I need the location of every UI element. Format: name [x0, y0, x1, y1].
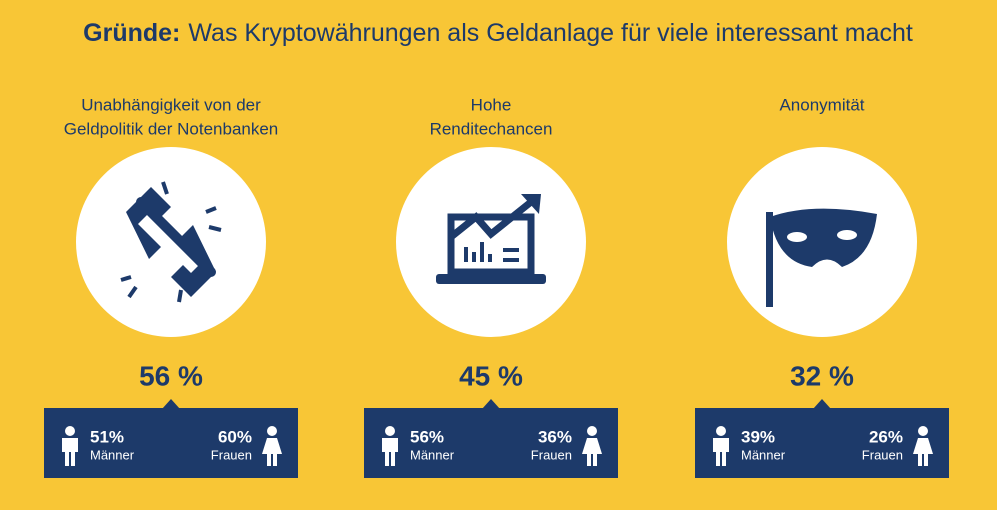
women-label: Frauen — [862, 447, 903, 462]
men-value: 51% — [90, 427, 124, 446]
icon-part — [787, 232, 807, 242]
icon — [766, 208, 877, 307]
person-head — [65, 426, 75, 436]
person-head — [385, 426, 395, 436]
icon-part — [120, 181, 222, 303]
icon-part — [766, 212, 773, 307]
reason-label: Renditechancen — [430, 119, 553, 138]
gender-box — [364, 408, 618, 478]
men-label: Männer — [410, 447, 455, 462]
women-label: Frauen — [211, 447, 252, 462]
person-body — [382, 438, 398, 466]
icon-part — [447, 213, 535, 276]
women-value: 26% — [869, 427, 903, 446]
person-body — [582, 438, 602, 466]
person-body — [713, 438, 729, 466]
icon-circle — [76, 147, 266, 337]
person-head — [267, 426, 277, 436]
person-body — [262, 438, 282, 466]
icon-part — [837, 230, 857, 240]
gender-box — [695, 408, 949, 478]
gender-box — [44, 408, 298, 478]
women-value: 36% — [538, 427, 572, 446]
icon-part — [464, 242, 519, 262]
box-pointer — [482, 399, 500, 409]
person-head — [716, 426, 726, 436]
box-pointer — [813, 399, 831, 409]
total-percent: 32 % — [790, 360, 854, 391]
person-body — [62, 438, 78, 466]
person-body — [913, 438, 933, 466]
reason-label: Unabhängigkeit von der — [81, 95, 261, 114]
total-percent: 45 % — [459, 360, 523, 391]
women-label: Frauen — [531, 447, 572, 462]
men-value: 39% — [741, 427, 775, 446]
men-value: 56% — [410, 427, 444, 446]
men-label: Männer — [90, 447, 135, 462]
reason-label: Hohe — [471, 95, 512, 114]
icon-part — [770, 208, 877, 267]
box-pointer — [162, 399, 180, 409]
icon — [120, 181, 222, 303]
reason-panel: Hohe Renditechancen 45 % 56%Männer 36%Frauen — [364, 95, 618, 478]
icon-part — [171, 225, 216, 297]
title-rest: Was Kryptowährungen als Geldanlage für v… — [188, 19, 913, 47]
total-percent: 56 % — [139, 360, 203, 391]
icon-part — [521, 194, 541, 214]
reason-label: Anonymität — [779, 95, 864, 114]
icon-circle — [396, 147, 586, 337]
person-head — [918, 426, 928, 436]
title-bold: Gründe: — [83, 19, 180, 47]
person-head — [587, 426, 597, 436]
reason-panel: Unabhängigkeit von der Geldpolitik der No… — [44, 95, 298, 478]
title: Gründe: Was Kryptowährungen als Geldanlag… — [83, 19, 913, 47]
reason-label: Geldpolitik der Notenbanken — [64, 119, 279, 138]
reason-panel: Anonymität 32 % 39%Männer 26%Frauen — [695, 95, 949, 478]
men-label: Männer — [741, 447, 786, 462]
icon-part — [448, 199, 534, 240]
icon-part — [136, 197, 216, 277]
icon — [436, 194, 546, 284]
women-value: 60% — [218, 427, 252, 446]
icon-part — [436, 274, 546, 284]
